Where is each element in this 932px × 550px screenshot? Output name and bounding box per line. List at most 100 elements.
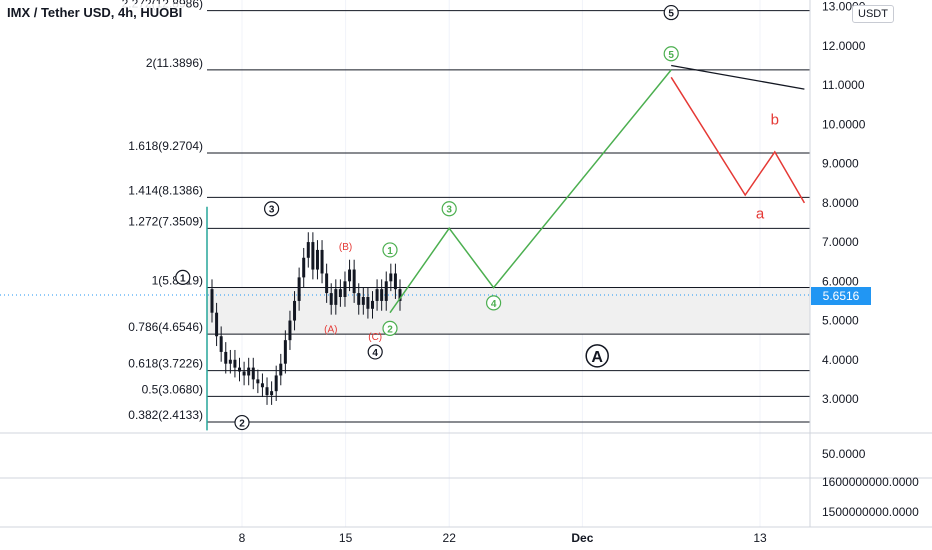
candle-body bbox=[389, 273, 393, 282]
candle-body bbox=[311, 242, 315, 270]
wave-label-text: 1 bbox=[387, 246, 393, 257]
candle-body bbox=[343, 281, 347, 298]
wave-label-1: 1 bbox=[175, 269, 191, 285]
candle-body bbox=[247, 367, 251, 376]
candle-body bbox=[233, 359, 237, 368]
candle-body bbox=[348, 269, 352, 282]
wave-label-3: 3 bbox=[264, 201, 280, 217]
wave-label-A: A bbox=[585, 344, 609, 368]
y-tick-label: 8.0000 bbox=[822, 196, 859, 210]
candle-body bbox=[238, 367, 242, 372]
y-tick-label: 6.0000 bbox=[822, 274, 859, 288]
wave-label-circle bbox=[382, 242, 398, 258]
trend-line bbox=[671, 64, 805, 90]
candle-body bbox=[361, 297, 365, 305]
y-tick-label: 3.0000 bbox=[822, 392, 859, 406]
y-tick-label: 7.0000 bbox=[822, 235, 859, 249]
candle-body bbox=[293, 300, 297, 321]
candle-body bbox=[215, 312, 219, 337]
lower-pane-label: 50.0000 bbox=[822, 447, 866, 461]
y-tick-label: 9.0000 bbox=[822, 157, 859, 171]
wave-label-circle bbox=[264, 201, 280, 217]
candle-body bbox=[315, 249, 319, 270]
candle-body bbox=[366, 297, 370, 309]
wave-label-(C): (C) bbox=[368, 332, 382, 343]
chart-title: IMX / Tether USD, 4h, HUOBI bbox=[4, 4, 186, 21]
wave-label-text: 4 bbox=[491, 299, 497, 310]
candle-body bbox=[329, 293, 333, 305]
wave-label-text: 2 bbox=[239, 419, 245, 430]
current-price-tag: 5.6516 bbox=[811, 287, 871, 305]
correction-projection-path bbox=[670, 76, 806, 204]
wave-label-text: A bbox=[591, 349, 603, 366]
fib-level-label: 0.786(4.6546) bbox=[128, 320, 203, 334]
wave-label-text: 5 bbox=[668, 9, 674, 20]
x-tick-label: 8 bbox=[239, 531, 246, 545]
lower-pane-label: 1500000000.0000 bbox=[822, 505, 919, 519]
candle-body bbox=[302, 257, 306, 278]
wave-label-(B): (B) bbox=[339, 242, 352, 253]
wave-label-b: b bbox=[771, 111, 779, 128]
candle-body bbox=[260, 383, 264, 388]
candle-body bbox=[224, 351, 228, 364]
candle-body bbox=[352, 269, 356, 294]
wave-label-circle bbox=[585, 344, 609, 368]
candle-body bbox=[251, 367, 255, 380]
candle-body bbox=[228, 359, 232, 364]
fib-level-label: 2(11.3896) bbox=[146, 56, 203, 70]
wave-label-text: 3 bbox=[446, 205, 452, 216]
candle-body bbox=[325, 273, 329, 294]
fib-level-label: 0.5(3.0680) bbox=[142, 382, 203, 396]
wave-label-5: 5 bbox=[663, 46, 679, 62]
wave-label-1: 1 bbox=[382, 242, 398, 258]
y-tick-label: 5.0000 bbox=[822, 314, 859, 328]
wave-label-3: 3 bbox=[441, 201, 457, 217]
y-tick-label: 4.0000 bbox=[822, 353, 859, 367]
wave-label-(A): (A) bbox=[324, 324, 337, 335]
candle-body bbox=[398, 289, 402, 301]
candle-body bbox=[384, 281, 388, 301]
wave-label-4: 4 bbox=[486, 295, 502, 311]
wave-label-text: 5 bbox=[668, 50, 674, 61]
candle-body bbox=[380, 289, 384, 301]
fib-level-label: 1.272(7.3509) bbox=[128, 214, 203, 228]
candle-body bbox=[256, 379, 260, 384]
candle-body bbox=[242, 371, 246, 376]
impulse-projection-path bbox=[389, 69, 672, 314]
candle-body bbox=[219, 336, 223, 352]
wave-label-circle bbox=[663, 4, 679, 21]
wave-label-a: a bbox=[756, 206, 765, 223]
wave-label-4: 4 bbox=[367, 344, 383, 360]
candle-body bbox=[338, 289, 342, 298]
wave-label-2: 2 bbox=[234, 414, 250, 431]
candle-body bbox=[393, 273, 397, 290]
candle-body bbox=[357, 293, 361, 305]
candle-body bbox=[210, 289, 214, 313]
candle-body bbox=[270, 391, 274, 396]
wave-label-circle bbox=[234, 414, 250, 431]
candle-body bbox=[283, 340, 287, 364]
wave-label-text: 2 bbox=[387, 324, 393, 335]
fib-level-label: 1.618(9.2704) bbox=[128, 139, 203, 153]
x-tick-label: 15 bbox=[339, 531, 353, 545]
candle-body bbox=[274, 375, 278, 392]
wave-label-circle bbox=[663, 46, 679, 62]
y-tick-label: 10.0000 bbox=[822, 117, 866, 131]
fib-level-label: 1.414(8.1386) bbox=[128, 183, 203, 197]
wave-label-text: 1 bbox=[180, 273, 186, 284]
wave-label-circle bbox=[486, 295, 502, 311]
candle-body bbox=[288, 320, 292, 341]
y-tick-label: 12.0000 bbox=[822, 39, 866, 53]
candle-body bbox=[320, 249, 324, 274]
y-tick-label: 11.0000 bbox=[822, 78, 865, 92]
candle-body bbox=[265, 387, 269, 396]
x-tick-label: 22 bbox=[443, 531, 457, 545]
candle-body bbox=[306, 242, 310, 258]
wave-label-circle bbox=[367, 344, 383, 360]
currency-button[interactable]: USDT bbox=[852, 5, 894, 23]
candle-body bbox=[370, 300, 374, 309]
wave-label-text: 3 bbox=[269, 205, 275, 216]
wave-label-2: 2 bbox=[382, 320, 398, 336]
wave-label-circle bbox=[382, 320, 398, 336]
